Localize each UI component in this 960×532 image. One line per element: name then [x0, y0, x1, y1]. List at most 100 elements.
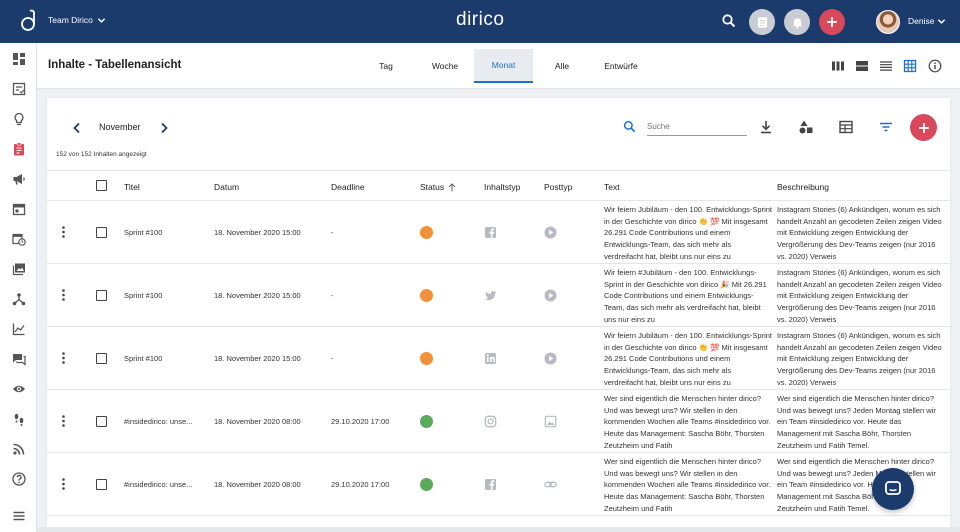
eye-icon[interactable]: [10, 380, 27, 397]
clipboard-icon[interactable]: [10, 140, 27, 157]
play-icon: [544, 352, 557, 365]
column-status-label: Status: [420, 182, 445, 192]
help-icon[interactable]: [10, 470, 27, 487]
column-title[interactable]: Titel: [124, 182, 140, 192]
tab-alle[interactable]: Alle: [554, 61, 570, 71]
table-row[interactable]: #insidedirico: unse... 18. November 2020 …: [47, 453, 950, 516]
table-row[interactable]: Sprint #100 18. November 2020 15:00 - Wir f…: [47, 264, 950, 327]
more-actions-icon[interactable]: [62, 226, 65, 238]
row-title[interactable]: Sprint #100: [124, 228, 163, 237]
search-input[interactable]: [647, 118, 747, 136]
status-dot[interactable]: [420, 415, 433, 428]
tab-monat[interactable]: Monat: [474, 49, 533, 83]
column-date[interactable]: Datum: [214, 182, 240, 192]
table-view-icon[interactable]: [903, 59, 917, 73]
notifications-button[interactable]: [784, 9, 810, 35]
bottom-scroll-area: [37, 527, 960, 532]
megaphone-icon[interactable]: [10, 170, 27, 187]
row-title[interactable]: #insidedirico: unse...: [124, 480, 193, 489]
filter-icon[interactable]: [878, 119, 894, 135]
linkedin-icon: [485, 353, 496, 364]
chevron-down-icon: [938, 18, 946, 24]
download-icon[interactable]: [758, 119, 774, 135]
chat-launcher-button[interactable]: [872, 468, 914, 510]
images-icon[interactable]: [10, 260, 27, 277]
more-actions-icon[interactable]: [62, 415, 65, 427]
user-name: Denise: [908, 16, 935, 26]
chart-icon[interactable]: [10, 320, 27, 337]
facebook-icon: [485, 227, 496, 238]
list-view-icon[interactable]: [879, 59, 893, 73]
notes-button[interactable]: [749, 9, 775, 35]
row-description: Wer sind eigentlich die Menschen hinter …: [777, 457, 936, 512]
user-menu[interactable]: Denise: [908, 16, 946, 26]
row-title[interactable]: #insidedirico: unse...: [124, 417, 193, 426]
tab-entwuerfe[interactable]: Entwürfe: [604, 61, 638, 71]
column-view-icon[interactable]: [831, 59, 845, 73]
row-checkbox[interactable]: [96, 353, 107, 364]
row-checkbox[interactable]: [96, 290, 107, 301]
row-description: Instagram Stories (6) Ankündigen, worum …: [777, 205, 942, 260]
link-icon: [544, 481, 557, 488]
row-title[interactable]: Sprint #100: [124, 354, 163, 363]
row-text: Wir feiern Jubiläum - den 100. Entwicklu…: [604, 205, 772, 260]
more-actions-icon[interactable]: [62, 289, 65, 301]
column-description[interactable]: Beschreibung: [777, 182, 829, 192]
table-settings-icon[interactable]: [838, 119, 854, 135]
row-deadline: -: [331, 291, 334, 300]
info-icon[interactable]: [928, 59, 942, 73]
table-row[interactable]: #insidedirico: unse... 18. November 2020 …: [47, 390, 950, 453]
rss-icon[interactable]: [10, 440, 27, 457]
column-post-type[interactable]: Posttyp: [544, 182, 573, 192]
twitter-icon: [485, 291, 497, 301]
play-icon: [544, 226, 557, 239]
shapes-icon[interactable]: [798, 119, 814, 135]
column-content-type[interactable]: Inhaltstyp: [484, 182, 521, 192]
card-view-icon[interactable]: [855, 59, 869, 73]
plus-icon: [827, 17, 837, 27]
table-row[interactable]: Sprint #100 18. November 2020 15:00 - Wir f…: [47, 201, 950, 264]
create-button[interactable]: [819, 9, 845, 35]
add-content-button[interactable]: [910, 114, 937, 141]
lightbulb-icon[interactable]: [10, 110, 27, 127]
footsteps-icon[interactable]: [10, 410, 27, 427]
view-header: Inhalte - Tabellenansicht Tag Woche Mona…: [37, 43, 960, 89]
chevron-left-icon[interactable]: [72, 122, 82, 134]
notes-icon: [757, 16, 767, 28]
select-all-checkbox[interactable]: [96, 180, 107, 191]
search-icon[interactable]: [721, 13, 737, 29]
status-dot[interactable]: [420, 289, 433, 302]
status-dot[interactable]: [420, 352, 433, 365]
status-dot[interactable]: [420, 226, 433, 239]
tab-woche[interactable]: Woche: [431, 61, 459, 71]
more-actions-icon[interactable]: [62, 352, 65, 364]
row-deadline: -: [331, 354, 334, 363]
more-actions-icon[interactable]: [62, 478, 65, 490]
column-text[interactable]: Text: [604, 182, 620, 192]
status-dot[interactable]: [420, 478, 433, 491]
page-title: Inhalte - Tabellenansicht: [48, 59, 182, 71]
row-checkbox[interactable]: [96, 227, 107, 238]
calendar-icon[interactable]: [10, 200, 27, 217]
team-name: Team Dirico: [48, 15, 93, 25]
calendar-clock-icon[interactable]: [10, 230, 27, 247]
team-switcher[interactable]: Team Dirico: [48, 15, 106, 25]
tab-tag[interactable]: Tag: [379, 61, 393, 71]
top-bar: Team Dirico dirico Denise: [0, 0, 960, 43]
chevron-down-icon: [97, 17, 106, 23]
dirico-logo-icon[interactable]: [18, 9, 40, 33]
chat-icon[interactable]: [10, 350, 27, 367]
row-title[interactable]: Sprint #100: [124, 291, 163, 300]
chevron-right-icon[interactable]: [159, 122, 169, 134]
dashboard-icon[interactable]: [10, 50, 27, 67]
column-status[interactable]: Status: [420, 182, 456, 192]
menu-icon[interactable]: [10, 507, 27, 524]
network-icon[interactable]: [10, 290, 27, 307]
table-row[interactable]: Sprint #100 18. November 2020 15:00 - Wir f…: [47, 327, 950, 390]
row-checkbox[interactable]: [96, 479, 107, 490]
checklist-icon[interactable]: [10, 80, 27, 97]
avatar[interactable]: [876, 10, 900, 34]
column-deadline[interactable]: Deadline: [331, 182, 365, 192]
row-checkbox[interactable]: [96, 416, 107, 427]
sidebar: [0, 43, 37, 532]
